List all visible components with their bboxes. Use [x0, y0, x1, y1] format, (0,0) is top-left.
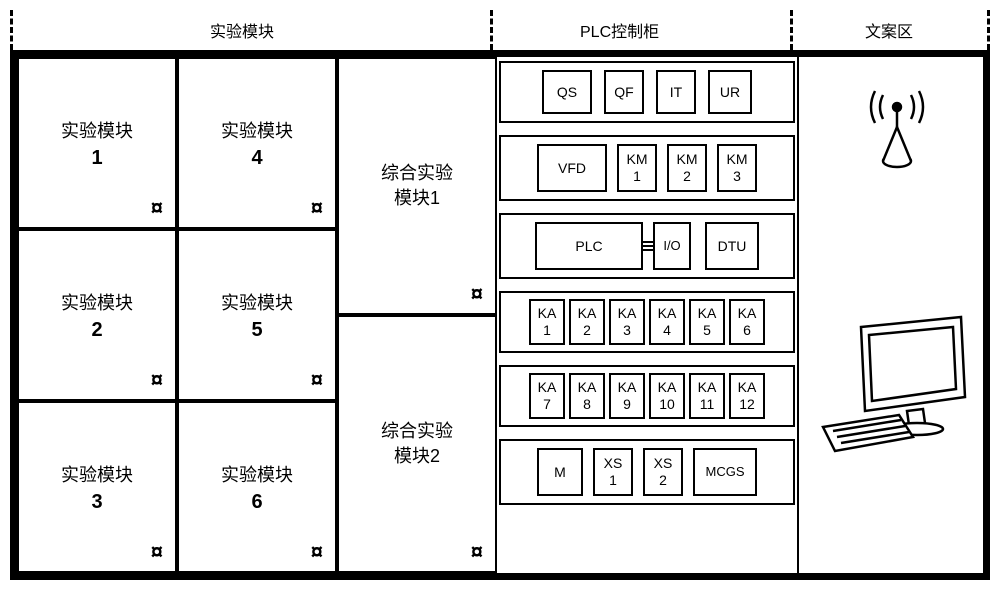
plc-shelf-5: KA7 KA8 KA9 KA10 KA11 KA12 — [499, 365, 795, 427]
component-KA3: KA3 — [609, 299, 645, 345]
component-KM1: KM1 — [617, 144, 657, 192]
plc-shelf-2: VFD KM1 KM2 KM3 — [499, 135, 795, 201]
io-connector-icon — [643, 241, 653, 251]
module-num: 3 — [91, 491, 102, 514]
experiment-zone: 实验模块 1 ¤ 实验模块 2 ¤ 实验模块 3 ¤ 实验模块 4 ¤ 实验模块 — [17, 57, 497, 573]
module-num: 5 — [251, 319, 262, 342]
component-QF: QF — [604, 70, 644, 114]
module-4: 实验模块 4 ¤ — [177, 57, 337, 229]
section-headers: 实验模块 PLC控制柜 文案区 — [10, 10, 990, 50]
system-diagram: 实验模块 PLC控制柜 文案区 实验模块 1 ¤ 实验模块 2 ¤ 实验模块 3… — [10, 10, 990, 584]
component-KA6: KA6 — [729, 299, 765, 345]
module-num: 4 — [251, 147, 262, 170]
plc-shelf-4: KA1 KA2 KA3 KA4 KA5 KA6 — [499, 291, 795, 353]
component-KA10: KA10 — [649, 373, 685, 419]
component-DTU: DTU — [705, 222, 759, 270]
comprehensive-module-2: 综合实验模块2 ¤ — [337, 315, 497, 573]
component-KA2: KA2 — [569, 299, 605, 345]
module-5: 实验模块 5 ¤ — [177, 229, 337, 401]
plc-shelf-3: PLC I/O DTU — [499, 213, 795, 279]
component-KM2: KM2 — [667, 144, 707, 192]
module-label: 实验模块 — [221, 289, 293, 315]
plc-shelf-6: M XS1 XS2 MCGS — [499, 439, 795, 505]
connector-icon: ¤ — [311, 197, 323, 219]
module-3: 实验模块 3 ¤ — [17, 401, 177, 573]
dash-4 — [987, 10, 990, 50]
component-IO: I/O — [653, 222, 691, 270]
component-KA9: KA9 — [609, 373, 645, 419]
connector-icon: ¤ — [151, 369, 163, 391]
header-plc: PLC控制柜 — [580, 18, 659, 42]
component-KA8: KA8 — [569, 373, 605, 419]
dash-3 — [790, 10, 793, 50]
connector-icon: ¤ — [151, 197, 163, 219]
connector-icon: ¤ — [311, 369, 323, 391]
connector-icon: ¤ — [151, 541, 163, 563]
component-QS: QS — [542, 70, 592, 114]
comp-label: 综合实验模块2 — [381, 419, 453, 469]
module-label: 实验模块 — [61, 289, 133, 315]
component-XS1: XS1 — [593, 448, 633, 496]
dash-2 — [490, 10, 493, 50]
module-1: 实验模块 1 ¤ — [17, 57, 177, 229]
module-num: 6 — [251, 491, 262, 514]
component-KA12: KA12 — [729, 373, 765, 419]
doc-zone — [797, 57, 983, 573]
module-num: 2 — [91, 319, 102, 342]
module-num: 1 — [91, 147, 102, 170]
connector-icon: ¤ — [311, 541, 323, 563]
dash-1 — [10, 10, 13, 50]
comp-label: 综合实验模块1 — [381, 161, 453, 211]
header-experiment: 实验模块 — [210, 18, 274, 42]
module-label: 实验模块 — [61, 117, 133, 143]
comprehensive-module-1: 综合实验模块1 ¤ — [337, 57, 497, 315]
module-label: 实验模块 — [61, 461, 133, 487]
zone-divider — [797, 57, 799, 573]
component-KM3: KM3 — [717, 144, 757, 192]
component-IT: IT — [656, 70, 696, 114]
component-KA11: KA11 — [689, 373, 725, 419]
module-2: 实验模块 2 ¤ — [17, 229, 177, 401]
component-M: M — [537, 448, 583, 496]
module-6: 实验模块 6 ¤ — [177, 401, 337, 573]
module-label: 实验模块 — [221, 461, 293, 487]
component-KA1: KA1 — [529, 299, 565, 345]
component-UR: UR — [708, 70, 752, 114]
component-MCGS: MCGS — [693, 448, 757, 496]
component-KA7: KA7 — [529, 373, 565, 419]
header-doc: 文案区 — [865, 18, 913, 42]
component-XS2: XS2 — [643, 448, 683, 496]
computer-icon — [815, 307, 975, 467]
component-KA4: KA4 — [649, 299, 685, 345]
component-PLC: PLC — [535, 222, 643, 270]
connector-icon: ¤ — [471, 283, 483, 305]
plc-zone: QS QF IT UR VFD KM1 KM2 KM3 PLC I/O DTU … — [497, 57, 797, 573]
connector-icon: ¤ — [471, 541, 483, 563]
outer-frame: 实验模块 1 ¤ 实验模块 2 ¤ 实验模块 3 ¤ 实验模块 4 ¤ 实验模块 — [10, 50, 990, 580]
antenna-icon — [857, 77, 937, 177]
component-VFD: VFD — [537, 144, 607, 192]
component-KA5: KA5 — [689, 299, 725, 345]
plc-shelf-1: QS QF IT UR — [499, 61, 795, 123]
module-label: 实验模块 — [221, 117, 293, 143]
